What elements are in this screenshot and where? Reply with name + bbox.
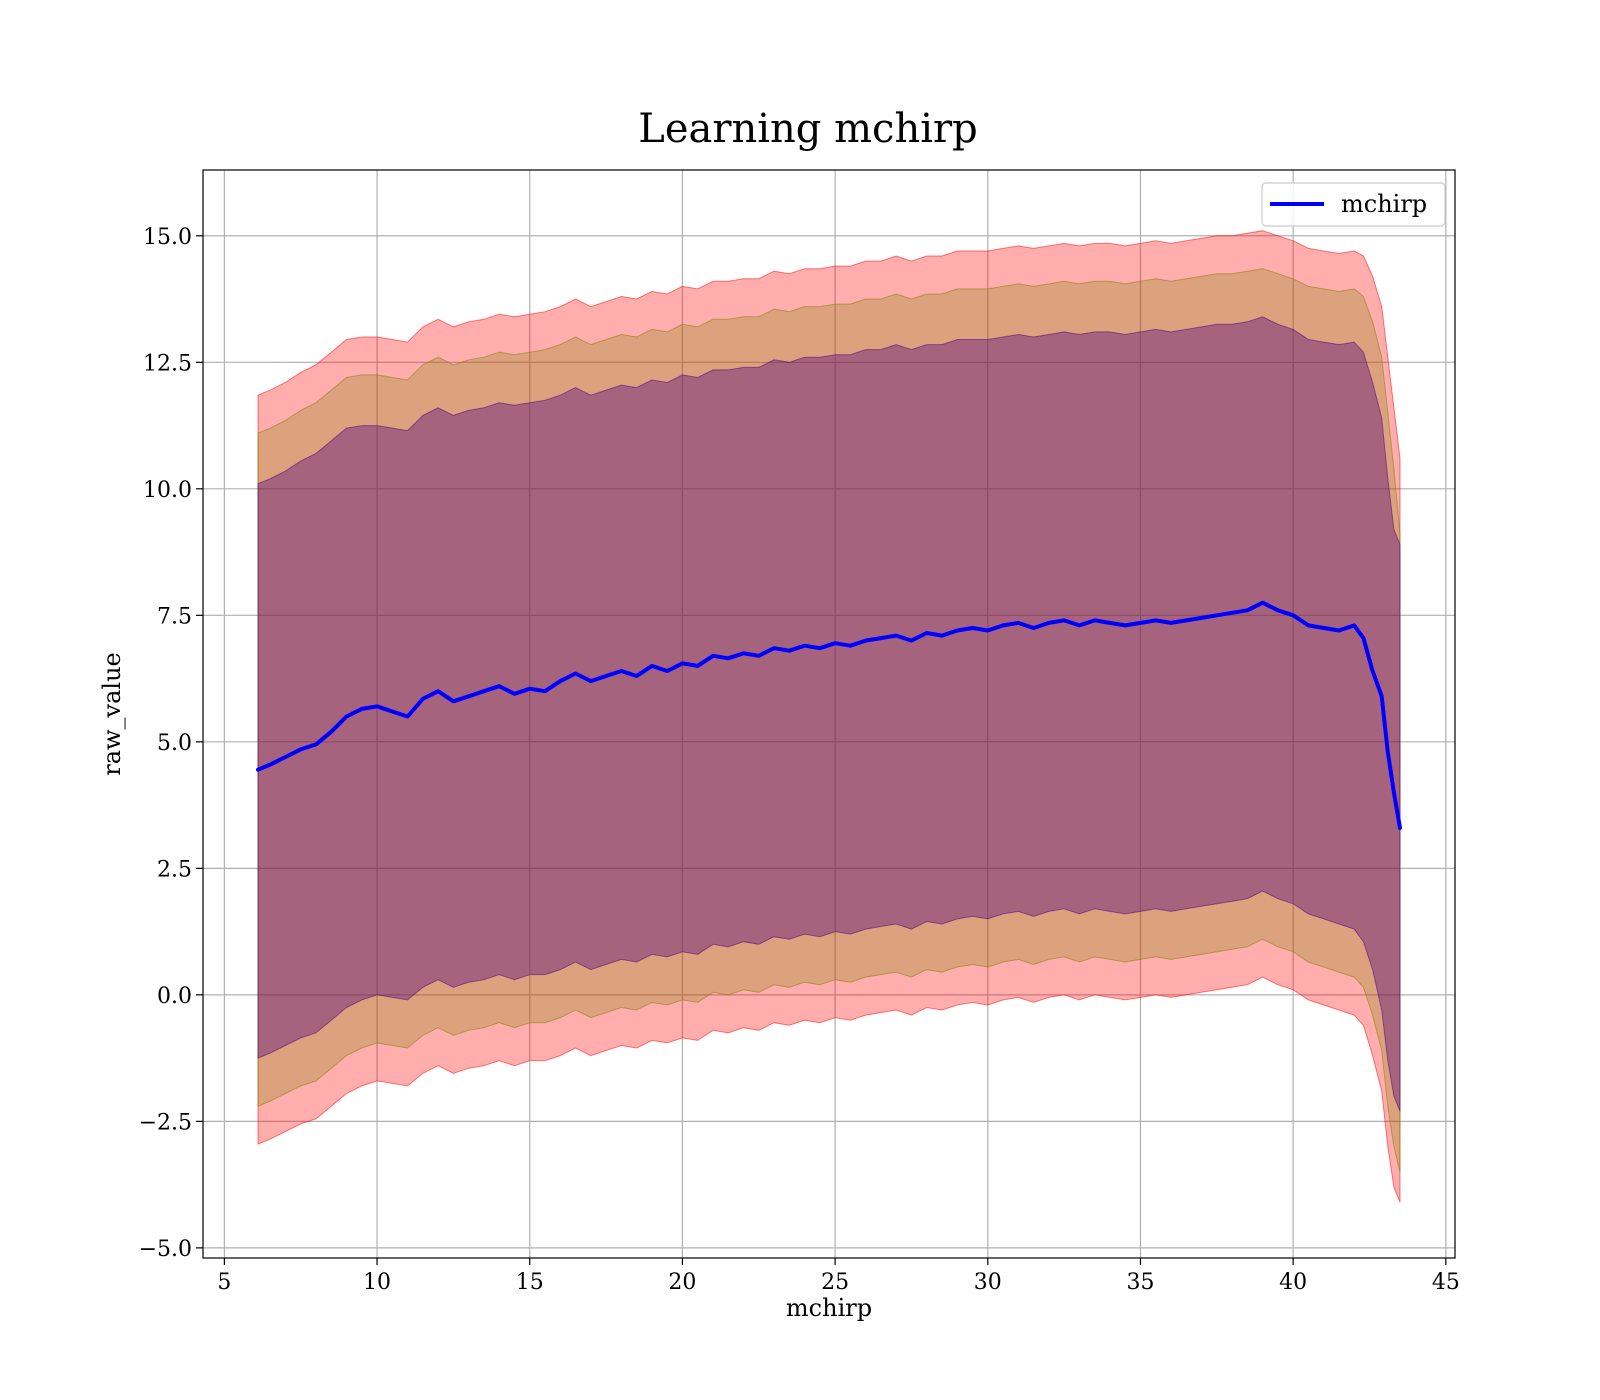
line-layer [256,600,1402,830]
band-layer [257,230,1401,1203]
y-tick-label: 7.5 [157,604,192,629]
y-tick-label: 2.5 [157,857,192,882]
x-tick-label: 25 [821,1270,849,1295]
y-axis-label: raw_value [98,652,126,776]
x-tick-label: 40 [1279,1270,1307,1295]
tick-layer: 5 10 15 20 25 30 35 40 45 −5.0 −2.5 0.0 2.5 5.0 7.5 10.… [139,225,1460,1295]
legend-box [1261,182,1446,227]
x-tick-label: 35 [1126,1270,1154,1295]
x-tick-label: 10 [363,1270,391,1295]
band-1 [257,268,1401,1173]
y-tick-label: 15.0 [143,225,192,250]
y-tick-label: 0.0 [157,984,192,1009]
y-tick-label: 12.5 [143,351,192,376]
y-tick-label: −2.5 [139,1110,192,1135]
chart-title: Learning mchirp [638,106,977,152]
y-tick-label: −5.0 [139,1237,192,1262]
legend: mchirp [1261,182,1446,227]
plot-frame [202,169,1456,1259]
x-tick-label: 20 [668,1270,696,1295]
y-tick-label: 5.0 [157,731,192,756]
x-tick-label: 30 [974,1270,1002,1295]
x-tick-label: 5 [217,1270,231,1295]
x-tick-label: 45 [1432,1270,1460,1295]
band-2 [257,316,1401,1112]
grid-layer [203,170,1455,1258]
series-line-0 [256,600,1402,830]
x-tick-label: 15 [516,1270,544,1295]
band-0 [257,230,1401,1203]
y-tick-label: 10.0 [143,478,192,503]
x-axis-label: mchirp [786,1294,872,1322]
legend-label: mchirp [1341,190,1427,218]
